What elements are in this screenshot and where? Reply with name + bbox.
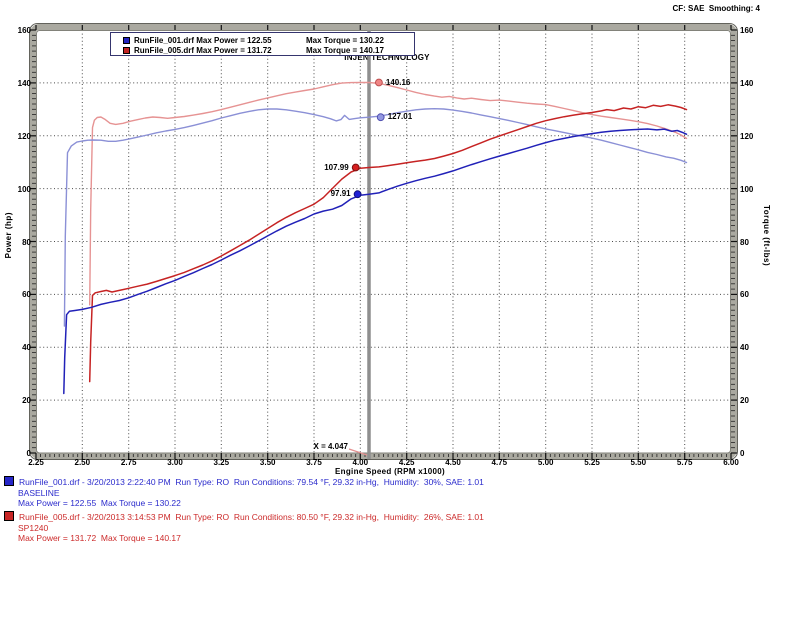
run-color-swatch (4, 476, 14, 486)
legend-box: RunFile_001.drf Max Power = 122.55 Max To… (110, 32, 415, 56)
x-tick-label: 2.50 (74, 458, 91, 467)
chart-frame-band (30, 24, 737, 459)
run-name: BASELINE (18, 487, 60, 498)
x-tick-label: 3.00 (167, 458, 183, 467)
x-tick-label: 2.75 (120, 458, 137, 467)
x-tick-label: 2.25 (28, 458, 44, 467)
run-conditions-text: RunFile_005.drf - 3/20/2013 3:14:53 PM R… (19, 512, 484, 522)
y-tick-label-left: 100 (17, 184, 31, 194)
y-axis-right-title: Torque (ft-lbs) (762, 205, 771, 267)
cursor-label-leader (348, 448, 368, 456)
run-name: SP1240 (18, 522, 49, 533)
power-curve-run2 (88, 104, 688, 383)
x-tick-label: 5.75 (676, 458, 693, 467)
marker-dot (376, 113, 385, 122)
marker-value-label: 127.01 (387, 112, 413, 122)
y-tick-label-right: 80 (740, 237, 749, 247)
torque-curve-run1 (63, 107, 688, 327)
run-main-line: RunFile_005.drf - 3/20/2013 3:14:53 PM R… (4, 511, 484, 523)
y-tick-label-left: 20 (22, 396, 31, 406)
y-tick-label-left: 140 (17, 78, 31, 88)
legend-row: RunFile_005.drf Max Power = 131.72 Max To… (111, 45, 414, 55)
run-color-swatch (4, 511, 14, 521)
y-tick-label-right: 20 (740, 396, 749, 406)
correction-smoothing-label: CF: SAE Smoothing: 4 (672, 4, 760, 13)
marker-value-label: 107.99 (324, 162, 349, 172)
y-tick-label-right: 120 (740, 131, 754, 141)
run-max-line: Max Power = 131.72 Max Torque = 140.17 (18, 533, 181, 543)
x-tick-label: 6.00 (723, 458, 739, 467)
run-info-block: RunFile_001.drf - 3/20/2013 2:22:40 PM R… (4, 476, 484, 509)
legend-file-label: RunFile_001.drf Max Power = 122.55 (134, 35, 272, 45)
run-main-line: RunFile_001.drf - 3/20/2013 2:22:40 PM R… (4, 476, 484, 488)
y-tick-label-left: 160 (17, 26, 31, 35)
marker-dot (375, 78, 383, 87)
x-tick-label: 4.25 (398, 458, 415, 467)
run-info-block: RunFile_005.drf - 3/20/2013 3:14:53 PM R… (4, 511, 484, 544)
legend-swatch (123, 36, 130, 44)
run-conditions-text: RunFile_001.drf - 3/20/2013 2:22:40 PM R… (19, 477, 484, 487)
marker-dot (353, 190, 362, 199)
cursor-position-label: X = 4.047 (313, 442, 348, 451)
torque-curve-run2 (88, 81, 688, 306)
y-tick-label-left: 0 (26, 449, 31, 458)
y-tick-label-right: 40 (740, 343, 749, 353)
x-tick-label: 5.50 (630, 458, 647, 467)
x-tick-label: 5.25 (584, 458, 600, 467)
legend-swatch (123, 46, 130, 54)
x-tick-label: 3.50 (259, 458, 276, 467)
power-curve-run1 (63, 128, 688, 395)
y-tick-label-right: 0 (740, 449, 745, 458)
report-subtitle: INJEN TECHNOLOGY (344, 53, 430, 62)
marker-value-label: 140.16 (385, 77, 411, 87)
x-tick-label: 4.50 (445, 458, 461, 467)
y-tick-label-left: 80 (22, 237, 31, 247)
legend-torque-label: Max Torque = 130.22 (306, 35, 384, 45)
y-tick-label-right: 160 (740, 26, 754, 35)
y-tick-label-left: 120 (17, 131, 31, 141)
legend-torque-label: Max Torque = 140.17 (306, 45, 384, 55)
marker-dot (351, 163, 360, 172)
x-axis-title: Engine Speed (RPM x1000) (335, 467, 445, 476)
y-tick-label-left: 40 (22, 343, 31, 353)
x-tick-label: 4.75 (491, 458, 508, 467)
marker-value-label: 97.91 (330, 189, 351, 199)
legend-file-label: RunFile_005.drf Max Power = 131.72 (134, 45, 272, 55)
x-tick-label: 4.00 (352, 458, 369, 467)
y-tick-label-left: 60 (22, 290, 31, 300)
legend-row: RunFile_001.drf Max Power = 122.55 Max To… (111, 35, 414, 45)
chart-frame-inner (36, 30, 731, 454)
y-tick-label-right: 140 (740, 78, 754, 88)
y-axis-left-title: Power (hp) (4, 212, 13, 259)
y-tick-label-right: 100 (740, 184, 754, 194)
y-tick-label-right: 60 (740, 290, 749, 300)
run-max-line: Max Power = 122.55 Max Torque = 130.22 (18, 498, 181, 508)
x-tick-label: 3.75 (306, 458, 322, 467)
x-tick-label: 5.00 (537, 458, 554, 467)
chart-frame-outer (29, 23, 738, 460)
x-tick-label: 3.25 (213, 458, 230, 467)
